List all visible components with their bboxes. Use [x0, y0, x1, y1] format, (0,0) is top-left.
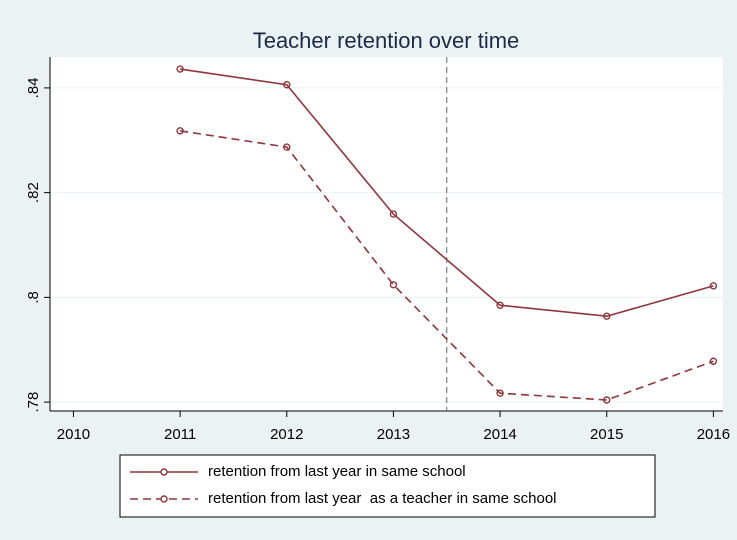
- y-tick-label: .84: [25, 77, 42, 98]
- y-tick-label: .78: [25, 392, 42, 413]
- legend-marker: [160, 468, 168, 476]
- legend-marker: [160, 495, 168, 503]
- legend-label: retention from last year in same school: [208, 463, 466, 480]
- point: [389, 210, 398, 218]
- x-tick-label: 2015: [590, 426, 623, 443]
- point: [709, 282, 718, 290]
- point: [389, 281, 398, 289]
- point: [709, 357, 718, 365]
- x-tick-label: 2013: [377, 426, 410, 443]
- point: [283, 81, 291, 89]
- y-tick-label: .82: [25, 182, 42, 203]
- x-tick-label: 2014: [483, 426, 516, 443]
- point: [603, 396, 611, 404]
- point: [176, 127, 184, 135]
- series-line: [180, 68, 714, 318]
- chart-title: Teacher retention over time: [253, 28, 520, 53]
- legend-label: retention from last year as a teacher in…: [208, 490, 557, 507]
- series-line: [179, 130, 714, 401]
- x-tick-label: 2011: [164, 426, 196, 443]
- point: [176, 65, 184, 73]
- x-tick-label: 2012: [270, 426, 303, 443]
- x-tick-label: 2010: [57, 426, 90, 443]
- plot-area: [50, 57, 723, 411]
- legend-box: [119, 454, 656, 518]
- point: [496, 301, 504, 309]
- point: [283, 143, 291, 151]
- x-tick-label: 2016: [697, 426, 730, 443]
- y-tick-label: .8: [25, 291, 42, 304]
- point: [496, 389, 504, 397]
- point: [603, 312, 611, 320]
